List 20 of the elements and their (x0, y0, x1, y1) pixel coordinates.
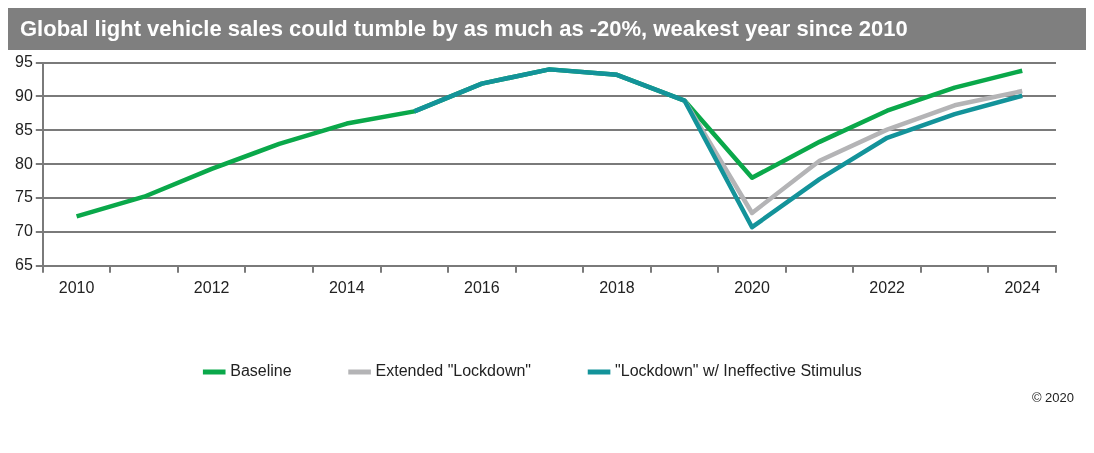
x-tick-label: 2020 (734, 278, 770, 296)
x-tick-label: 2022 (869, 278, 906, 296)
legend-label: Baseline (230, 362, 292, 380)
y-tick-label: 70 (15, 222, 33, 240)
text: © 2020 (1031, 390, 1074, 405)
x-tick-label: 2014 (328, 278, 365, 296)
y-tick-label: 90 (15, 86, 33, 104)
legend-label: Extended "Lockdown" (375, 362, 532, 380)
legend-label: "Lockdown" w/ Ineffective Stimulus (615, 362, 862, 380)
x-tick-label: 2016 (464, 278, 500, 296)
chart-title: Global light vehicle sales could tumble by as much as -20%, weakest year since 2010 (8, 8, 1086, 50)
x-tick-label: 2018 (599, 278, 635, 296)
y-tick-label: 80 (15, 154, 33, 172)
x-tick-label: 2024 (1004, 278, 1041, 296)
y-tick-label: 75 (15, 188, 33, 206)
y-tick-label: 85 (15, 120, 33, 138)
x-tick-label: 2012 (193, 278, 230, 296)
y-tick-label: 65 (15, 256, 33, 274)
y-tick-label: 95 (15, 53, 33, 71)
x-tick-label: 2010 (58, 278, 95, 296)
